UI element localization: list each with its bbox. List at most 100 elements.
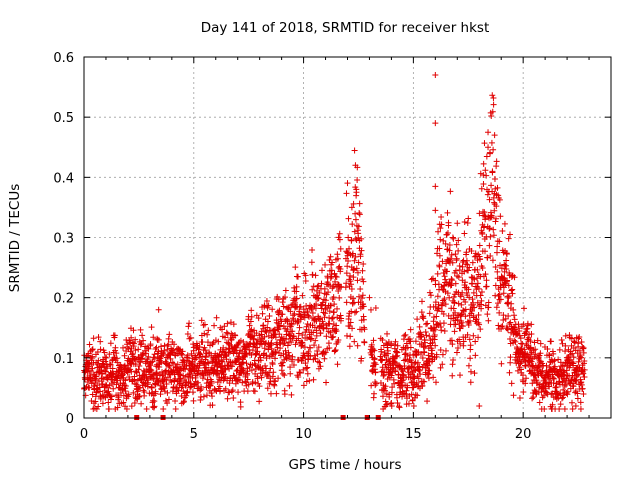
data-point bbox=[292, 341, 299, 348]
data-point bbox=[528, 330, 535, 337]
data-point bbox=[414, 316, 421, 323]
data-point bbox=[562, 348, 569, 355]
data-point-outlier bbox=[485, 144, 492, 151]
data-point bbox=[556, 346, 563, 353]
data-point bbox=[417, 371, 424, 378]
data-point bbox=[575, 371, 582, 378]
data-point bbox=[323, 379, 330, 386]
data-point bbox=[166, 331, 173, 338]
data-point bbox=[493, 304, 500, 311]
data-point bbox=[383, 401, 390, 408]
data-point bbox=[437, 347, 444, 354]
data-point bbox=[347, 319, 354, 326]
data-point bbox=[435, 305, 442, 312]
data-point bbox=[276, 322, 283, 329]
data-point bbox=[129, 339, 136, 346]
data-point bbox=[355, 293, 362, 300]
data-point bbox=[415, 366, 422, 373]
data-point bbox=[282, 347, 289, 354]
data-point bbox=[321, 314, 328, 321]
data-point bbox=[295, 330, 302, 337]
data-point bbox=[568, 399, 575, 406]
data-point bbox=[286, 352, 293, 359]
data-point bbox=[462, 313, 469, 320]
data-point bbox=[505, 292, 512, 299]
y-tick-label: 0.1 bbox=[53, 352, 74, 367]
data-point bbox=[522, 362, 529, 369]
data-point bbox=[184, 388, 191, 395]
data-point bbox=[307, 353, 314, 360]
data-point bbox=[147, 341, 154, 348]
data-point bbox=[368, 351, 375, 358]
data-point bbox=[196, 362, 203, 369]
data-point bbox=[544, 346, 551, 353]
data-point bbox=[308, 335, 315, 342]
data-point bbox=[145, 377, 152, 384]
data-point bbox=[433, 313, 440, 320]
data-point bbox=[343, 270, 350, 277]
data-point bbox=[425, 375, 432, 382]
data-point bbox=[488, 214, 495, 221]
data-point bbox=[480, 171, 487, 178]
data-point bbox=[103, 354, 110, 361]
data-point bbox=[251, 388, 258, 395]
data-point bbox=[198, 317, 205, 324]
data-point bbox=[485, 317, 492, 324]
data-point bbox=[122, 377, 129, 384]
data-point bbox=[437, 225, 444, 232]
data-point bbox=[188, 383, 195, 390]
data-point bbox=[419, 355, 426, 361]
data-point bbox=[264, 385, 271, 392]
data-point bbox=[326, 345, 333, 352]
data-point bbox=[349, 221, 356, 228]
data-point bbox=[447, 255, 454, 262]
data-point bbox=[569, 359, 576, 366]
data-point bbox=[330, 333, 337, 340]
data-point bbox=[240, 369, 247, 376]
data-point bbox=[550, 379, 557, 386]
data-point bbox=[548, 391, 555, 398]
data-point bbox=[310, 376, 317, 383]
data-point bbox=[148, 324, 155, 331]
data-point bbox=[171, 341, 178, 348]
data-point bbox=[188, 350, 195, 357]
data-point bbox=[353, 308, 360, 315]
data-point bbox=[494, 243, 501, 250]
data-point bbox=[337, 245, 344, 252]
data-point bbox=[293, 295, 300, 302]
data-point bbox=[359, 292, 366, 299]
data-point bbox=[455, 237, 462, 244]
data-point bbox=[515, 325, 522, 332]
data-point bbox=[467, 342, 474, 349]
data-point bbox=[271, 327, 278, 334]
data-point bbox=[509, 290, 516, 297]
data-point bbox=[486, 225, 493, 232]
data-point bbox=[357, 253, 364, 260]
data-point bbox=[195, 367, 202, 374]
data-point bbox=[350, 295, 357, 302]
data-point bbox=[280, 323, 287, 330]
data-point bbox=[423, 321, 430, 328]
data-point bbox=[399, 393, 406, 400]
data-point bbox=[188, 371, 195, 378]
chart-title: Day 141 of 2018, SRMTID for receiver hks… bbox=[201, 20, 490, 36]
data-point bbox=[465, 267, 472, 274]
data-point bbox=[351, 338, 358, 345]
data-point bbox=[370, 337, 377, 344]
data-point bbox=[385, 350, 392, 357]
data-point bbox=[201, 321, 208, 328]
data-point bbox=[407, 344, 414, 351]
data-point bbox=[534, 337, 541, 344]
data-point bbox=[448, 251, 455, 258]
data-point bbox=[423, 332, 430, 339]
data-point bbox=[489, 92, 496, 99]
data-point bbox=[528, 321, 535, 328]
data-point bbox=[394, 399, 401, 406]
data-point bbox=[322, 261, 329, 268]
data-point bbox=[296, 308, 303, 315]
data-point bbox=[475, 334, 482, 341]
data-point bbox=[492, 218, 499, 225]
data-point bbox=[269, 306, 276, 313]
data-point bbox=[498, 323, 505, 330]
data-point bbox=[348, 308, 355, 315]
